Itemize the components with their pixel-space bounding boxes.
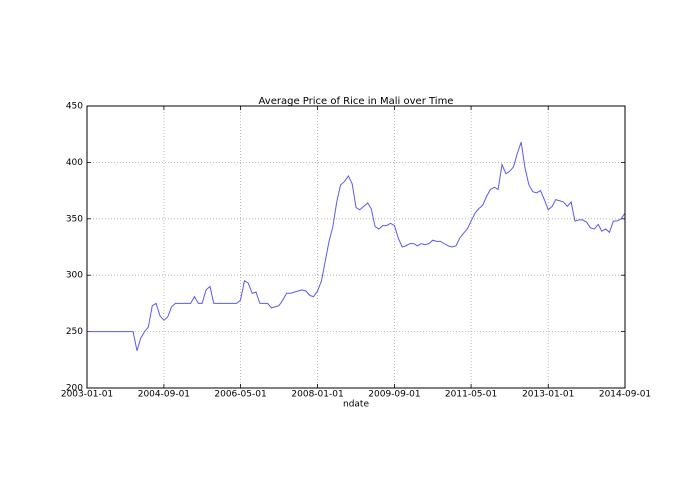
- x-tick-label: 2008-01-01: [291, 390, 343, 400]
- x-tick-label: 2013-01-01: [522, 390, 574, 400]
- y-tick-label: 350: [66, 214, 83, 224]
- line-series: [87, 141, 626, 351]
- x-tick-label: 2011-05-01: [445, 390, 497, 400]
- x-tick-label: 2014-09-01: [599, 390, 651, 400]
- x-tick-label: 2004-09-01: [138, 390, 190, 400]
- chart-title: Average Price of Rice in Mali over Time: [259, 96, 454, 107]
- x-tick-label: 2003-01-01: [61, 390, 113, 400]
- y-tick-label: 400: [66, 158, 83, 168]
- x-axis-label: ndate: [343, 400, 369, 410]
- y-tick-label: 300: [66, 271, 83, 281]
- plot-frame: [86, 105, 626, 389]
- x-tick-label: 2009-09-01: [368, 390, 420, 400]
- y-tick-label: 450: [66, 102, 83, 112]
- y-tick-label: 250: [66, 327, 83, 337]
- x-tick-label: 2006-05-01: [214, 390, 266, 400]
- y-tick-label: 200: [66, 384, 83, 394]
